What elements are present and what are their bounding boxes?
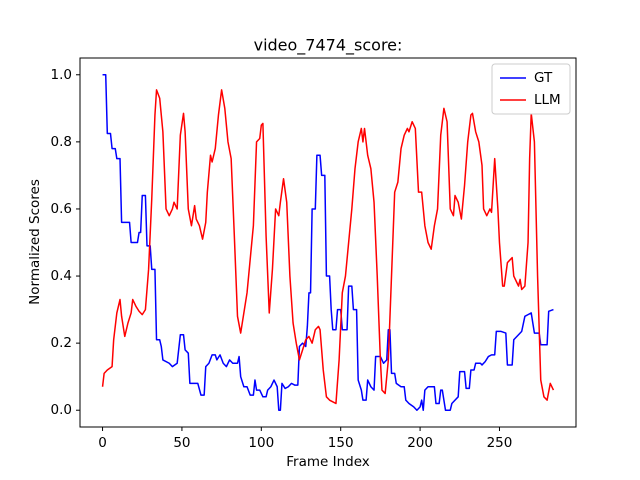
- y-tick-label: 0.8: [51, 134, 72, 150]
- series-line: [102, 74, 554, 411]
- y-axis-label: Normalized Scores: [27, 179, 43, 305]
- legend-label: LLM: [534, 92, 561, 108]
- x-axis-label: Frame Index: [286, 454, 370, 470]
- y-tick-label: 0.2: [51, 335, 72, 351]
- chart-title: video_7474_score:: [254, 36, 403, 56]
- y-tick-label: 0.4: [51, 268, 72, 284]
- x-tick-label: 250: [487, 435, 513, 451]
- legend-label: GT: [534, 70, 553, 86]
- y-tick-label: 0.0: [51, 402, 72, 418]
- x-tick-label: 200: [407, 435, 433, 451]
- legend-box: [491, 63, 571, 115]
- plot-frame: [79, 57, 577, 428]
- y-tick-label: 0.6: [51, 201, 72, 217]
- x-tick-label: 0: [98, 435, 107, 451]
- x-tick-label: 50: [173, 435, 190, 451]
- x-tick-label: 150: [328, 435, 354, 451]
- y-tick-label: 1.0: [51, 67, 72, 83]
- series-line: [101, 89, 555, 405]
- x-tick-label: 100: [248, 435, 274, 451]
